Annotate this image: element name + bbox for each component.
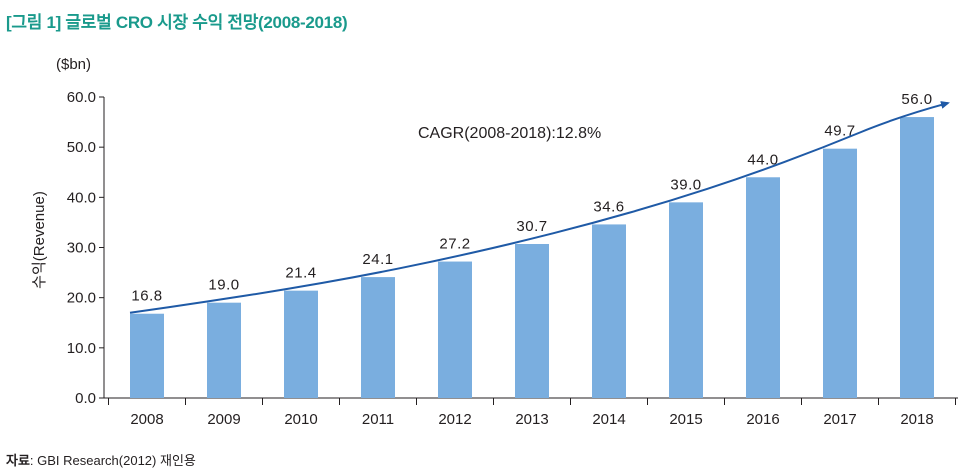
source-note: 자료: GBI Research(2012) 재인용 [6, 450, 196, 469]
x-tick-label: 2011 [362, 411, 394, 428]
bar [592, 224, 626, 398]
data-label: 30.7 [516, 218, 547, 235]
y-tick-label: 10.0 [67, 340, 96, 357]
figure-title: [그림 1] 글로벌 CRO 시장 수익 전망(2008-2018) [6, 13, 348, 32]
bar [823, 148, 857, 398]
x-tick-label: 2010 [284, 411, 317, 428]
data-label: 49.7 [824, 123, 855, 140]
y-axis-title: 수익(Revenue) [31, 191, 48, 289]
y-tick-label: 60.0 [67, 89, 96, 106]
x-tick-label: 2009 [207, 411, 240, 428]
y-tick-label: 0.0 [75, 390, 96, 407]
x-tick-label: 2016 [746, 411, 779, 428]
bars [130, 117, 934, 399]
source-label: 자료 [6, 453, 30, 468]
x-tick-label: 2008 [130, 411, 163, 428]
x-tick-label: 2017 [823, 411, 856, 428]
bar [669, 202, 703, 398]
y-axis: 0.0 10.0 20.0 30.0 40.0 50.0 60.0 [67, 89, 105, 407]
bar [361, 277, 395, 398]
x-axis: 2008 2009 2010 2011 2012 2013 2014 2015 2016 2017… [104, 397, 958, 428]
data-label: 24.1 [362, 251, 393, 268]
bar [207, 302, 241, 398]
y-tick-label: 30.0 [67, 240, 96, 257]
data-label: 16.8 [131, 288, 162, 305]
bar [900, 117, 934, 399]
x-tick-label: 2012 [438, 411, 471, 428]
bar [130, 313, 164, 398]
source-text: : GBI Research(2012) 재인용 [29, 453, 196, 468]
data-label: 19.0 [208, 277, 239, 294]
bar [515, 243, 549, 398]
x-tick-label: 2015 [669, 411, 702, 428]
bar [284, 290, 318, 398]
y-tick-label: 40.0 [67, 189, 96, 206]
data-label: 56.0 [901, 91, 932, 108]
y-tick-label: 20.0 [67, 290, 96, 307]
data-label: 27.2 [439, 236, 470, 253]
x-tick-label: 2014 [592, 411, 625, 428]
x-tick-label: 2013 [515, 411, 548, 428]
data-labels: 16.8 19.0 21.4 24.1 27.2 30.7 34.6 39.0 44.0 49.7… [131, 91, 932, 305]
bar [438, 261, 472, 398]
bar [746, 177, 780, 398]
y-tick-label: 50.0 [67, 139, 96, 156]
data-label: 39.0 [670, 176, 701, 193]
data-label: 34.6 [593, 198, 624, 215]
cagr-annotation: CAGR(2008-2018):12.8% [418, 125, 601, 142]
x-tick-label: 2018 [900, 411, 933, 428]
trend-arrow [129, 101, 950, 314]
data-label: 21.4 [285, 265, 316, 282]
unit-label: ($bn) [56, 56, 92, 73]
data-label: 44.0 [747, 151, 778, 168]
